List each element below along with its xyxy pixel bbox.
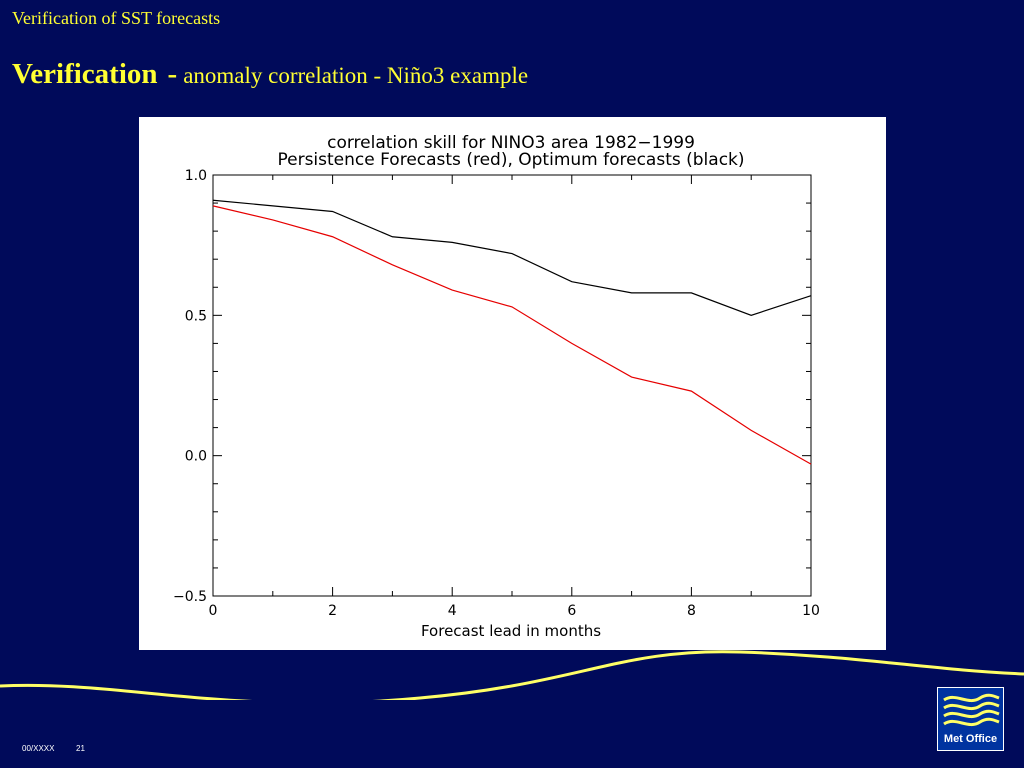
y-tick-label: −0.5 <box>173 589 207 605</box>
slide-title: Verification - anomaly correlation - Niño3… <box>12 58 528 91</box>
x-tick-label: 2 <box>328 603 337 619</box>
y-tick-label: 1.0 <box>185 168 207 184</box>
decorative-swoosh <box>0 650 1024 700</box>
x-axis: 0 2 4 6 8 10 <box>209 175 820 619</box>
y-tick-label: 0.5 <box>185 308 207 324</box>
series-line-optimum <box>212 199 812 316</box>
y-tick-label: 0.0 <box>185 449 207 465</box>
series-line-persistence <box>212 205 812 465</box>
page-number: 21 <box>76 744 85 753</box>
x-tick-label: 8 <box>687 603 696 619</box>
x-tick-label: 6 <box>567 603 576 619</box>
chart: correlation skill for NINO3 area 1982−19… <box>173 133 820 640</box>
plot-frame <box>212 174 812 597</box>
x-tick-label: 4 <box>448 603 457 619</box>
x-axis-label: Forecast lead in months <box>421 622 601 640</box>
series-layer <box>212 199 812 465</box>
slide-title-subtitle: anomaly correlation - Niño3 example <box>183 63 529 88</box>
x-tick-label: 10 <box>802 603 820 619</box>
chart-title: correlation skill for NINO3 area 1982−19… <box>327 133 695 153</box>
met-office-logo: Met Office <box>937 687 1004 751</box>
x-tick-label: 0 <box>209 603 218 619</box>
slide-title-separator: - <box>167 58 178 90</box>
chart-subtitle: Persistence Forecasts (red), Optimum for… <box>277 150 744 170</box>
slide-title-bold: Verification <box>12 58 158 90</box>
wave-logo-icon <box>943 693 1000 727</box>
footer-code: 00/XXXX <box>22 744 55 753</box>
chart-panel: correlation skill for NINO3 area 1982−19… <box>139 117 886 650</box>
logo-text: Met Office <box>943 733 998 745</box>
y-axis: −0.5 0.0 0.5 1.0 <box>173 168 811 605</box>
slide-header: Verification of SST forecasts <box>12 8 221 28</box>
